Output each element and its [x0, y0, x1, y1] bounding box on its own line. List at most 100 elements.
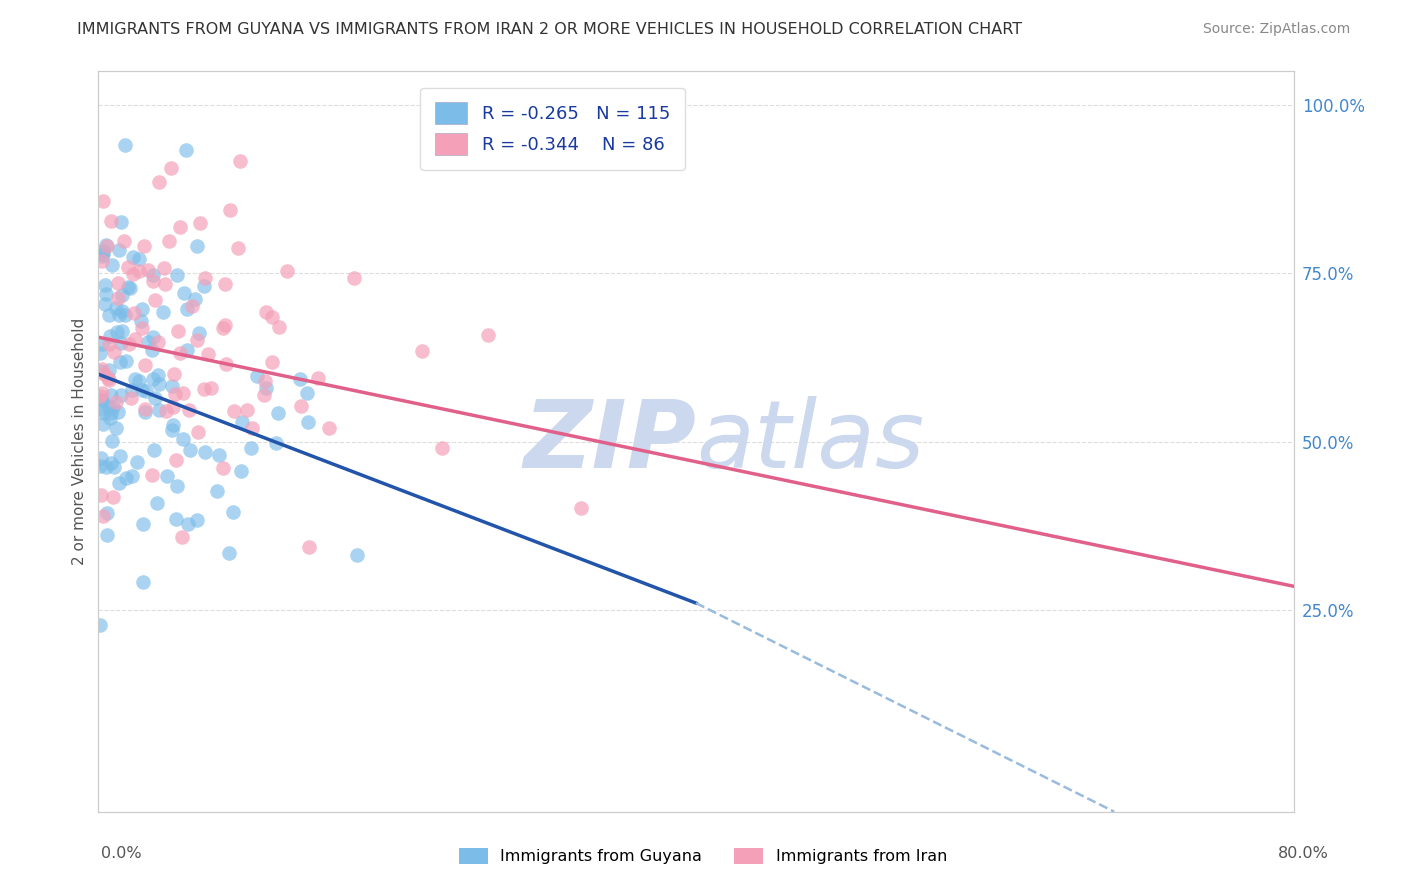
Point [115, 353, 138, 368]
Point [117, 337, 139, 351]
Point [162, 400, 184, 414]
Point [166, 479, 188, 493]
Point [125, 454, 148, 468]
Point [148, 176, 170, 190]
Point [231, 415, 253, 429]
Point [135, 384, 157, 399]
Point [290, 399, 312, 413]
Point [155, 277, 177, 291]
Point [184, 292, 207, 306]
Point [180, 299, 202, 313]
Point [132, 574, 155, 589]
Point [179, 443, 201, 458]
Point [156, 469, 179, 483]
Point [122, 306, 145, 320]
Point [108, 449, 131, 463]
Point [169, 346, 191, 360]
Point [91, 336, 114, 351]
Point [111, 324, 134, 338]
Point [200, 381, 222, 395]
Point [253, 374, 276, 388]
Point [187, 425, 209, 439]
Point [100, 329, 122, 343]
Point [122, 250, 145, 264]
Point [246, 368, 269, 383]
Point [110, 387, 132, 401]
Point [128, 374, 150, 388]
Point [298, 540, 321, 554]
Point [165, 512, 187, 526]
Point [276, 264, 298, 278]
Text: 80.0%: 80.0% [1278, 847, 1329, 861]
Point [120, 391, 142, 405]
Point [157, 234, 180, 248]
Point [105, 325, 128, 339]
Point [264, 436, 287, 450]
Point [101, 400, 124, 414]
Point [212, 461, 235, 475]
Point [163, 387, 186, 401]
Point [118, 281, 141, 295]
Point [260, 310, 283, 324]
Point [131, 301, 153, 316]
Y-axis label: 2 or more Vehicles in Household: 2 or more Vehicles in Household [72, 318, 87, 566]
Point [89, 346, 111, 360]
Point [89, 458, 111, 473]
Point [207, 483, 229, 498]
Point [94, 460, 117, 475]
Point [134, 358, 156, 372]
Point [121, 267, 143, 281]
Point [172, 385, 194, 400]
Point [131, 516, 153, 531]
Point [97, 362, 120, 376]
Legend: R = -0.265   N = 115, R = -0.344    N = 86: R = -0.265 N = 115, R = -0.344 N = 86 [420, 87, 685, 169]
Point [91, 244, 114, 259]
Point [141, 467, 163, 482]
Point [142, 274, 165, 288]
Text: IMMIGRANTS FROM GUYANA VS IMMIGRANTS FROM IRAN 2 OR MORE VEHICLES IN HOUSEHOLD C: IMMIGRANTS FROM GUYANA VS IMMIGRANTS FRO… [77, 22, 1022, 37]
Point [153, 260, 176, 275]
Point [186, 239, 208, 253]
Point [143, 391, 166, 405]
Point [114, 138, 136, 153]
Point [98, 411, 121, 425]
Point [142, 371, 165, 385]
Point [100, 406, 122, 420]
Point [173, 285, 195, 300]
Point [569, 501, 592, 516]
Point [176, 343, 198, 357]
Point [141, 343, 163, 357]
Text: 0.0%: 0.0% [101, 847, 142, 861]
Point [108, 355, 131, 369]
Point [430, 441, 453, 455]
Point [145, 496, 167, 510]
Point [177, 403, 200, 417]
Point [103, 460, 125, 475]
Point [96, 237, 118, 252]
Point [108, 243, 131, 257]
Point [89, 389, 111, 403]
Point [193, 382, 215, 396]
Point [97, 308, 120, 322]
Point [214, 318, 236, 333]
Point [108, 308, 131, 322]
Point [124, 371, 146, 385]
Point [121, 384, 143, 398]
Point [114, 471, 136, 485]
Point [346, 548, 368, 562]
Point [148, 376, 170, 391]
Point [212, 320, 235, 334]
Point [318, 421, 340, 435]
Point [411, 344, 433, 359]
Point [152, 305, 174, 319]
Point [121, 469, 143, 483]
Point [165, 453, 187, 467]
Point [90, 487, 112, 501]
Point [207, 448, 229, 462]
Point [103, 344, 125, 359]
Point [100, 258, 122, 272]
Point [134, 239, 156, 253]
Point [190, 216, 212, 230]
Point [100, 214, 122, 228]
Point [97, 370, 120, 384]
